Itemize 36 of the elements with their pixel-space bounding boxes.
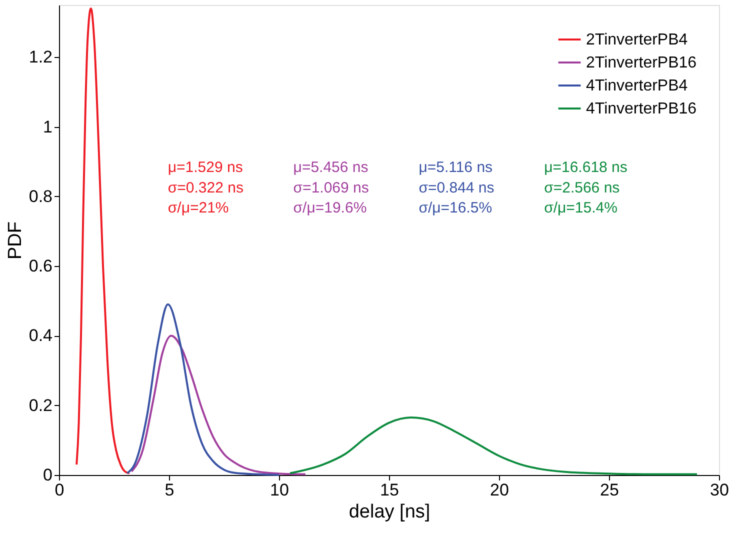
y-tick-label: 0	[43, 466, 52, 484]
annotation: σ/μ=21%	[168, 200, 229, 217]
x-tick-label: 20	[490, 480, 509, 500]
annotation: μ=5.116 ns	[418, 159, 493, 176]
y-tick-label: 0.4	[28, 326, 52, 346]
annotation: μ=16.618 ns	[544, 159, 628, 176]
y-tick-label: 0.8	[28, 186, 52, 206]
y-tick-label: 0.2	[28, 396, 52, 415]
annotation: μ=1.529 ns	[168, 159, 243, 176]
annotation: σ/μ=19.6%	[293, 200, 367, 217]
legend-label: 2TinverterPB4	[586, 32, 688, 48]
x-tick-label: 10	[270, 480, 289, 500]
annotation: σ/μ=16.5%	[418, 200, 492, 217]
x-tick-label: 15	[380, 480, 399, 500]
x-tick-label: 30	[710, 480, 729, 500]
line-series	[76, 7, 130, 474]
annotation: σ=1.069 ns	[293, 179, 369, 196]
x-tick-label: 0	[54, 480, 64, 500]
annotation: μ=5.456 ns	[293, 159, 368, 176]
annotation: σ=0.844 ns	[418, 179, 494, 196]
legend-label: 2TinverterPB16	[586, 54, 697, 72]
x-tick-label: 5	[164, 480, 174, 500]
x-tick-label: 25	[600, 480, 619, 500]
y-tick-label: 1	[43, 117, 52, 136]
legend-label: 4TinverterPB16	[586, 100, 697, 118]
annotation: σ/μ=15.4%	[544, 200, 618, 217]
line-series	[130, 334, 306, 476]
annotation: σ=2.566 ns	[544, 179, 620, 196]
line-series	[289, 416, 698, 476]
y-axis-title: PDF	[4, 222, 26, 260]
x-axis-title: delay [ns]	[348, 502, 430, 522]
y-tick-label: 0.6	[28, 256, 52, 276]
annotation: σ=0.322 ns	[168, 179, 244, 196]
legend-label: 4TinverterPB4	[586, 78, 688, 94]
y-tick-label: 1.2	[28, 48, 52, 67]
line-series	[126, 303, 280, 476]
